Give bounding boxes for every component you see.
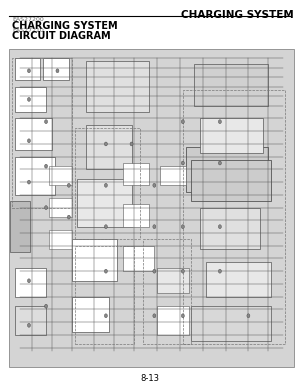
Text: EAS27200: EAS27200 [12, 17, 44, 22]
Circle shape [28, 323, 31, 327]
Circle shape [44, 304, 47, 308]
Circle shape [182, 314, 184, 318]
Text: CHARGING SYSTEM: CHARGING SYSTEM [12, 21, 118, 31]
Bar [77, 179, 132, 227]
Bar [12, 58, 72, 208]
Bar [15, 268, 46, 297]
Bar [15, 58, 40, 80]
Bar [72, 239, 117, 281]
Circle shape [44, 206, 47, 210]
Bar [15, 87, 46, 112]
Circle shape [104, 314, 107, 318]
Circle shape [104, 184, 107, 187]
Bar [194, 64, 268, 106]
Circle shape [28, 279, 31, 283]
Bar [160, 166, 186, 185]
Bar [9, 48, 294, 367]
Circle shape [44, 164, 47, 168]
Bar [191, 306, 271, 341]
Circle shape [247, 314, 250, 318]
Circle shape [104, 142, 107, 146]
Text: 8-13: 8-13 [140, 374, 160, 383]
Circle shape [153, 184, 156, 187]
Bar [200, 118, 263, 154]
Circle shape [67, 184, 70, 187]
Circle shape [67, 215, 70, 219]
Bar [123, 163, 149, 185]
Circle shape [182, 225, 184, 229]
Circle shape [28, 139, 31, 143]
Bar [200, 208, 260, 249]
Circle shape [218, 120, 221, 124]
Bar [157, 268, 189, 293]
Bar [86, 61, 148, 112]
Bar [86, 125, 132, 170]
Bar [74, 128, 140, 239]
Bar [49, 198, 72, 217]
Bar [191, 160, 271, 201]
Bar [74, 246, 134, 345]
Bar [157, 306, 189, 335]
Circle shape [182, 161, 184, 165]
Circle shape [130, 142, 133, 146]
Circle shape [218, 225, 221, 229]
Bar [143, 239, 191, 345]
Circle shape [182, 269, 184, 273]
Bar [11, 201, 30, 252]
Circle shape [28, 69, 31, 73]
Text: CIRCUIT DIAGRAM: CIRCUIT DIAGRAM [12, 31, 111, 42]
Circle shape [218, 269, 221, 273]
Bar [15, 118, 52, 150]
Circle shape [28, 97, 31, 101]
Circle shape [104, 269, 107, 273]
Circle shape [44, 120, 47, 124]
Bar [123, 204, 149, 227]
Bar [72, 297, 109, 332]
Bar [123, 246, 154, 271]
Bar [183, 90, 286, 345]
Bar [15, 306, 46, 335]
Bar [49, 166, 72, 185]
Bar [186, 147, 268, 192]
Bar [43, 58, 69, 80]
Circle shape [182, 120, 184, 124]
Circle shape [56, 69, 59, 73]
Circle shape [104, 225, 107, 229]
Text: EAS27210: EAS27210 [12, 28, 44, 33]
Circle shape [28, 180, 31, 184]
Bar [206, 262, 271, 297]
Bar [49, 230, 72, 249]
Bar [15, 157, 55, 195]
Circle shape [153, 269, 156, 273]
Circle shape [153, 314, 156, 318]
Circle shape [153, 225, 156, 229]
Text: CHARGING SYSTEM: CHARGING SYSTEM [181, 10, 294, 20]
Circle shape [218, 161, 221, 165]
